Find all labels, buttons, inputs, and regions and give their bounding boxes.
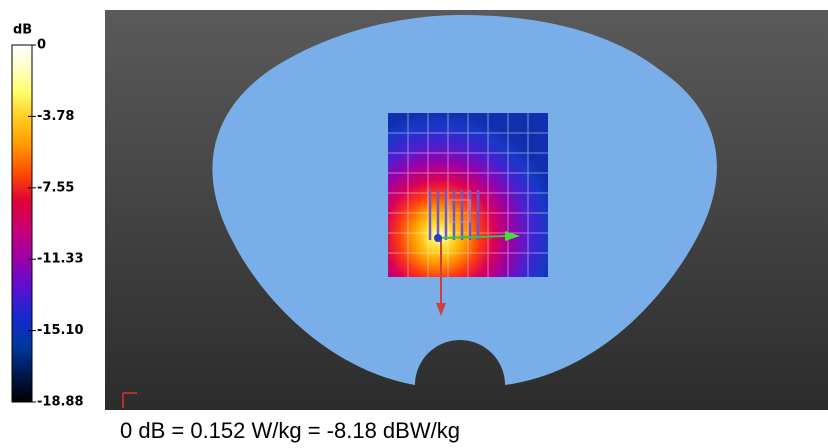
axis-arrow — [440, 235, 509, 239]
measurement-grid — [388, 113, 548, 277]
orientation-axes — [122, 392, 137, 408]
zoom-box — [449, 199, 471, 223]
sar-map — [388, 113, 548, 277]
colorbar-label: -3.78 — [37, 109, 74, 124]
colorbar-unit: dB — [13, 23, 32, 38]
axis-arrow-head — [505, 231, 520, 241]
probe-grid — [428, 190, 480, 240]
caption: 0 dB = 0.152 W/kg = -8.18 dBW/kg — [120, 418, 460, 443]
axis-arrow-head — [436, 303, 446, 316]
origin — [434, 234, 442, 242]
colorbar-ticks: 0 -3.78 -7.55 -11.33 -15.10 -18.88 — [28, 38, 84, 410]
colorbar: dB 0 -3.78 -7.55 -11.33 -15.10 -18.88 — [11, 23, 84, 410]
colorbar-scale — [11, 44, 33, 403]
colorbar-label: 0 — [37, 38, 46, 53]
colorbar-label: -15.10 — [37, 323, 84, 338]
colorbar-label: -18.88 — [37, 395, 84, 410]
colorbar-label: -7.55 — [37, 180, 74, 195]
colorbar-label: -11.33 — [37, 252, 84, 267]
heatmap — [388, 113, 548, 277]
